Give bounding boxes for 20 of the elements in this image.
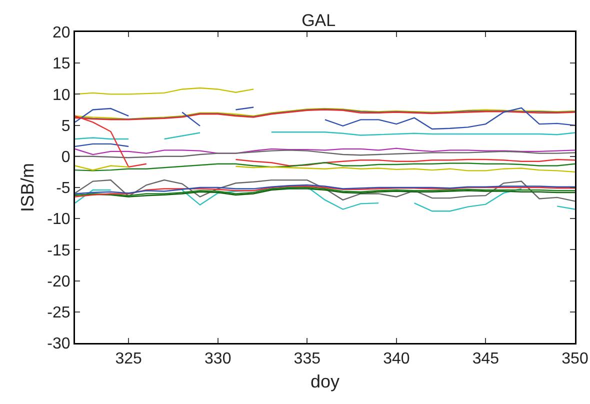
x-tick-label: 335 bbox=[294, 350, 321, 368]
chart-title: GAL bbox=[302, 11, 336, 30]
y-tick-label: 15 bbox=[52, 56, 70, 73]
y-tick-label: 5 bbox=[61, 118, 70, 135]
y-tick-label: -25 bbox=[47, 304, 70, 322]
y-tick-label: -15 bbox=[47, 242, 70, 260]
y-tick-label: 0 bbox=[61, 149, 70, 166]
y-tick-label: 10 bbox=[52, 86, 70, 104]
y-axis-title: ISB/m bbox=[18, 162, 38, 212]
y-tick-label: -10 bbox=[47, 211, 70, 228]
x-tick-label: 340 bbox=[383, 350, 410, 368]
x-tick-label: 350 bbox=[562, 350, 588, 368]
y-tick-label: 20 bbox=[52, 24, 70, 42]
y-tick-label: -5 bbox=[56, 180, 70, 198]
y-tick-label: -30 bbox=[47, 336, 70, 353]
x-axis-title: doy bbox=[310, 372, 340, 392]
x-tick-label: 330 bbox=[204, 350, 232, 368]
x-tick-label: 325 bbox=[115, 350, 142, 368]
x-tick-label: 345 bbox=[472, 350, 500, 368]
y-tick-label: -20 bbox=[47, 273, 70, 290]
